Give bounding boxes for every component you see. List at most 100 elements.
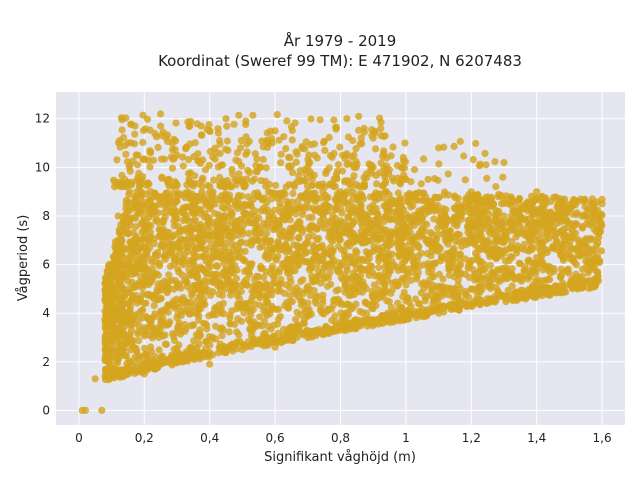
data-point — [570, 197, 578, 205]
data-point — [439, 275, 447, 283]
data-point — [314, 181, 322, 190]
data-point — [417, 180, 425, 188]
data-point — [98, 406, 106, 414]
data-point — [126, 346, 134, 354]
data-point — [135, 354, 143, 362]
y-tick-label: 6 — [42, 258, 50, 272]
data-point — [587, 213, 596, 221]
data-point — [146, 163, 154, 171]
data-point — [124, 207, 132, 215]
data-point — [267, 325, 275, 333]
data-point — [146, 228, 154, 236]
data-point — [395, 245, 403, 253]
data-point — [456, 137, 464, 145]
data-point — [103, 353, 112, 362]
data-point — [322, 169, 330, 177]
data-point — [341, 155, 349, 163]
data-point — [170, 336, 179, 345]
data-point — [476, 301, 484, 309]
data-point — [154, 143, 162, 151]
data-point — [588, 262, 596, 270]
data-point — [553, 209, 562, 218]
data-point — [302, 176, 310, 184]
data-point — [482, 161, 490, 169]
data-point — [313, 225, 321, 233]
data-point — [130, 140, 139, 148]
data-point — [285, 228, 294, 236]
data-point — [369, 134, 377, 142]
data-point — [319, 299, 327, 307]
data-point — [131, 130, 139, 138]
data-point — [237, 287, 245, 296]
data-point — [189, 321, 197, 329]
data-point — [264, 223, 272, 231]
tick-labels: 0 0,2 0,4 0,6 0,8 1 1,2 1,4 1,6 0 2 4 6 8 10 12 — [35, 112, 612, 445]
data-point — [245, 212, 253, 220]
data-point — [263, 229, 271, 237]
data-point — [113, 301, 121, 309]
data-point — [360, 238, 369, 246]
data-point — [431, 193, 439, 201]
data-point — [120, 133, 128, 142]
data-point — [153, 285, 161, 293]
data-point — [374, 214, 382, 222]
data-point — [457, 215, 465, 223]
data-point — [140, 258, 148, 266]
data-point — [462, 291, 470, 299]
data-point — [245, 229, 253, 237]
data-point — [193, 297, 201, 305]
data-point — [593, 221, 601, 229]
x-axis-title: Signifikant våghöjd (m) — [264, 450, 416, 465]
x-tick-label: 1,2 — [462, 431, 481, 445]
data-point — [336, 188, 345, 196]
data-point — [301, 315, 309, 323]
data-point — [549, 224, 557, 232]
data-point — [237, 162, 246, 170]
data-point — [286, 154, 294, 162]
data-point — [170, 345, 178, 353]
data-point — [263, 143, 271, 151]
data-point — [332, 174, 341, 182]
data-point — [126, 214, 134, 222]
data-point — [589, 256, 598, 264]
data-point — [216, 182, 224, 190]
data-point — [427, 252, 435, 260]
data-point — [307, 257, 315, 265]
data-point — [304, 327, 312, 336]
data-point — [313, 154, 321, 162]
data-point — [114, 309, 122, 317]
data-point — [112, 250, 120, 258]
data-point — [190, 344, 198, 352]
data-point — [214, 129, 222, 137]
data-point — [134, 236, 142, 244]
data-point — [451, 205, 459, 213]
data-point — [399, 309, 408, 317]
data-point — [549, 242, 557, 250]
data-point — [244, 166, 252, 174]
data-point — [396, 211, 404, 219]
data-point — [341, 177, 349, 185]
data-point — [192, 205, 201, 213]
data-point — [183, 143, 191, 151]
data-point — [206, 205, 214, 213]
data-point — [188, 225, 196, 233]
data-point — [125, 285, 133, 293]
data-point — [355, 288, 363, 296]
data-point — [598, 200, 606, 208]
data-point — [428, 265, 436, 273]
data-point — [142, 299, 150, 307]
data-point — [529, 226, 538, 234]
data-point — [161, 340, 169, 348]
data-point — [417, 226, 426, 234]
data-point — [154, 330, 162, 338]
data-point — [200, 277, 208, 285]
data-point — [455, 251, 463, 259]
data-point — [377, 118, 385, 126]
data-point — [507, 243, 515, 251]
data-point — [196, 326, 204, 334]
data-point — [158, 241, 166, 249]
data-point — [335, 234, 343, 242]
data-point — [411, 263, 419, 271]
data-point — [412, 275, 421, 283]
data-point — [222, 115, 230, 123]
